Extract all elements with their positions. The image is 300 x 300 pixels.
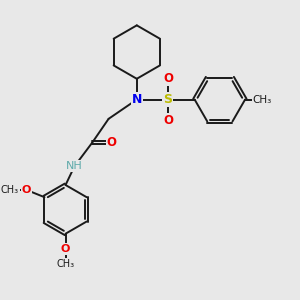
Text: N: N <box>132 93 142 106</box>
Text: O: O <box>163 114 173 128</box>
Text: NH: NH <box>66 161 83 171</box>
Text: O: O <box>106 136 117 149</box>
Text: CH₃: CH₃ <box>56 259 75 269</box>
Text: CH₃: CH₃ <box>253 94 272 104</box>
Text: CH₃: CH₃ <box>1 185 19 195</box>
Text: O: O <box>21 185 31 195</box>
Text: S: S <box>164 93 172 106</box>
Text: O: O <box>163 72 173 85</box>
Text: O: O <box>61 244 70 254</box>
